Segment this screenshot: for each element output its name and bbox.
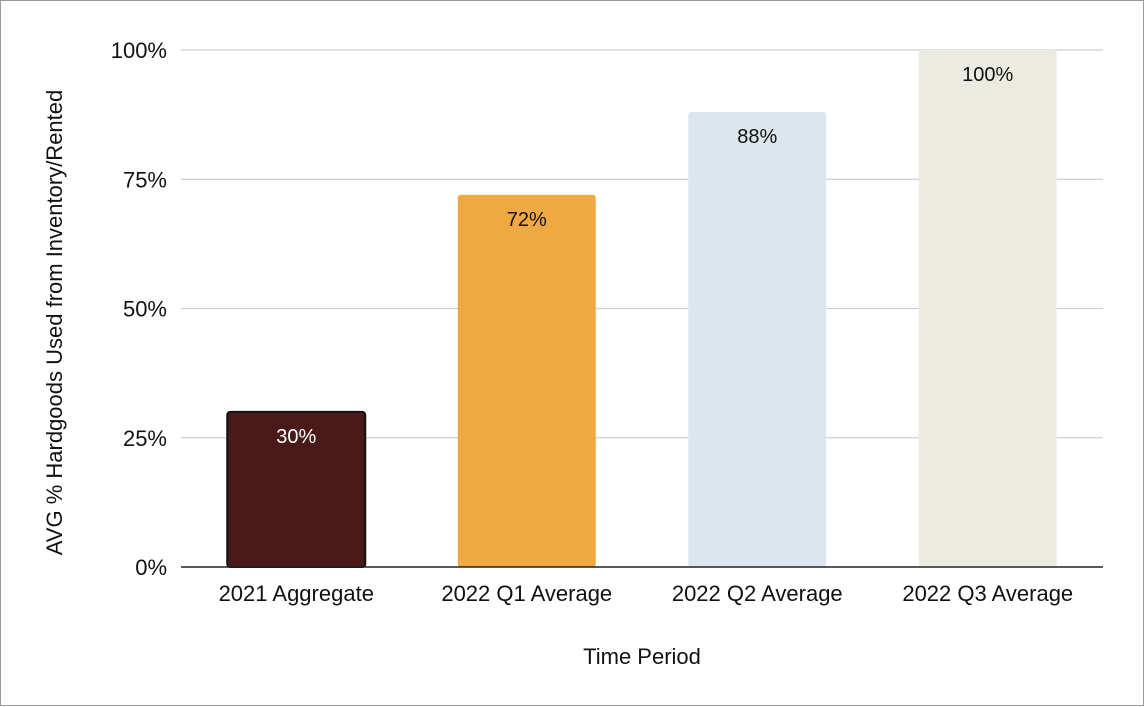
data-label: 30% xyxy=(276,426,316,448)
data-label: 100% xyxy=(962,64,1013,86)
bar xyxy=(688,112,827,567)
bar xyxy=(457,194,596,567)
y-tick-label: 0% xyxy=(135,555,167,580)
bars: 30% 72% 88% 100% xyxy=(226,50,1057,568)
y-tick-label: 50% xyxy=(123,297,167,322)
y-axis-title: AVG % Hardgoods Used from Inventory/Rent… xyxy=(42,90,67,555)
data-label: 88% xyxy=(737,126,777,148)
data-label: 72% xyxy=(507,209,547,231)
y-tick-label: 25% xyxy=(123,426,167,451)
y-axis-ticks: 0% 25% 50% 75% 100% xyxy=(111,38,167,580)
y-tick-label: 75% xyxy=(123,167,167,192)
x-tick-label: 2021 Aggregate xyxy=(219,581,374,606)
bar xyxy=(918,50,1057,567)
y-tick-label: 100% xyxy=(111,38,167,63)
x-axis-ticks: 2021 Aggregate 2022 Q1 Average 2022 Q2 Ave… xyxy=(219,581,1074,606)
x-tick-label: 2022 Q2 Average xyxy=(672,581,843,606)
x-axis-title: Time Period xyxy=(583,644,701,669)
x-tick-label: 2022 Q3 Average xyxy=(902,581,1073,606)
x-tick-label: 2022 Q1 Average xyxy=(441,581,612,606)
